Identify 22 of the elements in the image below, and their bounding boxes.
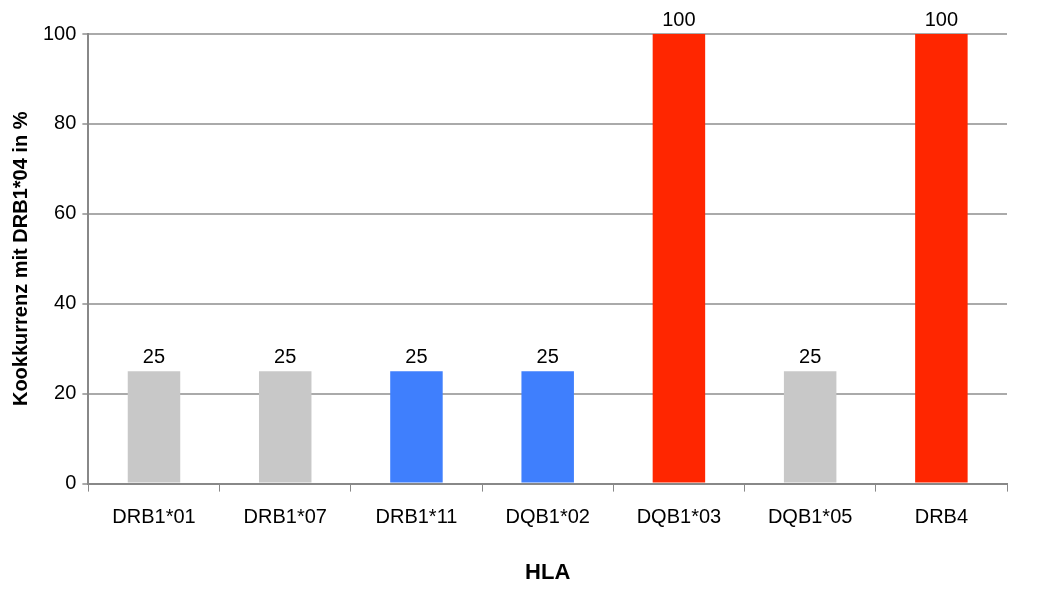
x-tick-label: DRB4 [914,505,969,528]
y-tick-label: 100 [42,21,77,44]
data-label: 100 [924,7,959,30]
x-axis-title: HLA [525,558,571,584]
y-axis-title: Kookkurrenz mit DRB1*04 in % [8,111,31,407]
data-label: 25 [405,344,428,367]
x-tick-label: DQB1*02 [505,505,590,528]
y-tick-label: 0 [65,471,77,494]
y-tick-label: 60 [54,201,77,224]
y-tick-label: 20 [54,381,77,404]
data-label: 25 [142,344,166,367]
x-tick-label: DRB1*07 [243,505,327,528]
y-tick-label: 40 [54,291,77,314]
data-label: 25 [274,344,297,367]
data-label: 25 [799,344,822,367]
x-tick-label: DRB1*11 [375,505,458,528]
data-label: 25 [536,344,559,367]
x-tick-label: DRB1*01 [112,505,196,528]
x-tick-label: DQB1*05 [767,505,853,528]
data-label: 100 [662,7,696,30]
y-tick-label: 80 [54,111,77,134]
x-tick-label: DQB1*03 [636,505,722,528]
